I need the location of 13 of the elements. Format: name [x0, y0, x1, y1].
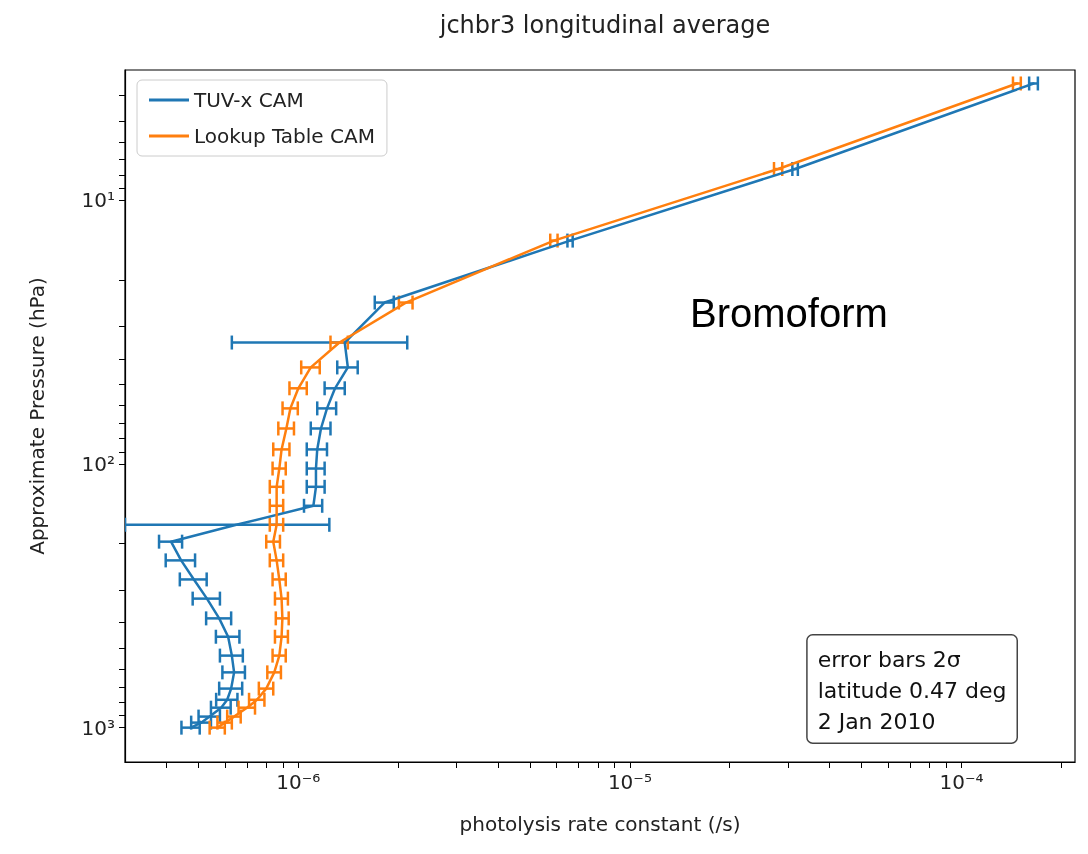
- legend-label: TUV-x CAM: [193, 88, 304, 112]
- y-axis-title: Approximate Pressure (hPa): [25, 277, 49, 555]
- y-tick-label: 10³: [81, 715, 115, 740]
- y-tick-label: 10²: [81, 452, 115, 477]
- annotation: error bars 2σ latitude 0.47 deg 2 Jan 2010: [817, 646, 1007, 734]
- annotation: Bromoform: [690, 291, 888, 335]
- x-axis-title: photolysis rate constant (/s): [459, 812, 741, 836]
- y-tick-label: 10¹: [81, 188, 115, 213]
- x-tick-label: 10⁻⁴: [939, 770, 984, 794]
- chart-title: jchbr3 longitudinal average: [438, 11, 771, 39]
- x-tick-label: 10⁻⁶: [276, 770, 321, 794]
- legend-label: Lookup Table CAM: [194, 124, 375, 148]
- x-tick-label: 10⁻⁵: [607, 770, 652, 794]
